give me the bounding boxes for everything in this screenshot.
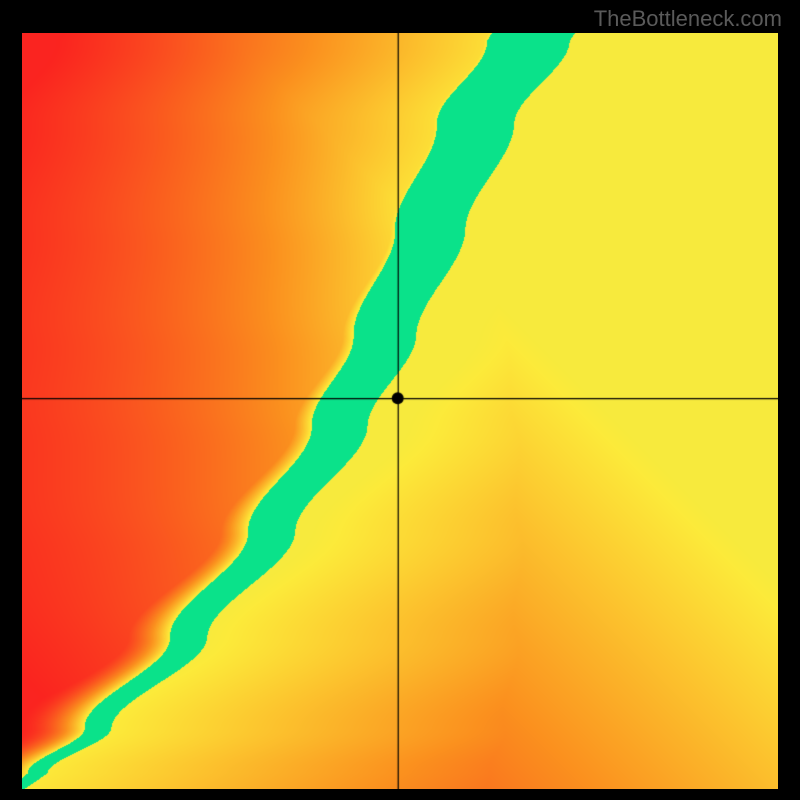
heatmap-canvas <box>22 33 778 789</box>
watermark-text: TheBottleneck.com <box>594 6 782 32</box>
heatmap-plot <box>22 33 778 789</box>
chart-container: TheBottleneck.com <box>0 0 800 800</box>
